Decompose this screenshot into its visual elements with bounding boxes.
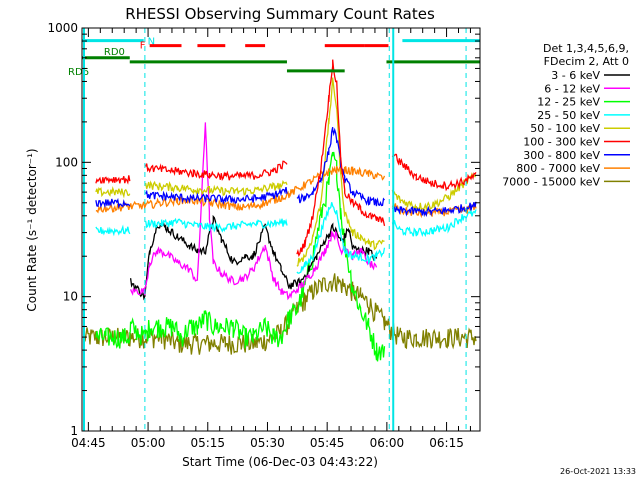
y-tick-label-10: 10 xyxy=(63,290,78,304)
legend: Det 1,3,4,5,6,9, FDecim 2, Att 0 3 - 6 k… xyxy=(502,42,630,188)
legend-label-7000-15000-kev: 7000 - 15000 keV xyxy=(502,175,600,188)
chart-title: RHESSI Observing Summary Count Rates xyxy=(125,5,435,23)
flare-flag-label: F xyxy=(140,41,146,52)
flags-layer: NF RD0 RD6 xyxy=(68,37,480,78)
legend-label-12-25-kev: 12 - 25 keV xyxy=(537,96,600,109)
series-300-800-kev xyxy=(95,126,477,218)
legend-label-300-800-kev: 300 - 800 keV xyxy=(523,149,600,162)
y-tick-label-1: 1 xyxy=(70,424,78,438)
legend-label-6-12-kev: 6 - 12 keV xyxy=(544,82,600,95)
plot-area: NF RD0 RD6 xyxy=(68,27,481,432)
x-axis: 04:45 05:00 05:15 05:30 05:45 06:00 06:15 xyxy=(71,28,471,450)
legend-label-50-100-kev: 50 - 100 keV xyxy=(530,122,600,135)
legend-label-100-300-kev: 100 - 300 keV xyxy=(523,136,600,149)
legend-label-800-7000-kev: 800 - 7000 keV xyxy=(516,162,600,175)
legend-header-line-2: FDecim 2, Att 0 xyxy=(544,55,629,68)
legend-label-3-6-kev: 3 - 6 keV xyxy=(551,69,600,82)
x-tick-label-06:15: 06:15 xyxy=(429,436,464,450)
x-tick-label-05:45: 05:45 xyxy=(310,436,345,450)
rd6-flag-label: RD6 xyxy=(68,67,89,78)
x-tick-label-05:30: 05:30 xyxy=(250,436,285,450)
y-tick-label-1000: 1000 xyxy=(47,21,78,35)
x-axis-label: Start Time (06-Dec-03 04:43:22) xyxy=(182,455,378,469)
y-axis-label: Count Rate (s⁻¹ detector⁻¹) xyxy=(25,148,39,311)
y-axis: 1 10 100 1000 xyxy=(47,21,480,438)
x-tick-label-05:15: 05:15 xyxy=(190,436,225,450)
series-6-12-kev xyxy=(130,122,378,301)
rd0-flag-label: RD0 xyxy=(104,47,125,58)
vline-layer xyxy=(83,28,467,431)
legend-label-25-50-kev: 25 - 50 keV xyxy=(537,109,600,122)
x-tick-label-04:45: 04:45 xyxy=(71,436,106,450)
series-3-6-kev xyxy=(129,214,378,301)
series-100-300-kev xyxy=(95,59,477,258)
x-tick-label-05:00: 05:00 xyxy=(131,436,166,450)
x-tick-label-06:00: 06:00 xyxy=(370,436,405,450)
plot-frame xyxy=(81,27,481,432)
series-50-100-kev xyxy=(95,77,477,267)
series-25-50-kev xyxy=(95,202,477,274)
generation-timestamp: 26-Oct-2021 13:33 xyxy=(560,467,636,476)
legend-header-line-1: Det 1,3,4,5,6,9, xyxy=(543,42,629,55)
series-layer xyxy=(83,59,477,362)
y-tick-label-100: 100 xyxy=(55,155,78,169)
night-flag-label: N xyxy=(148,37,155,48)
